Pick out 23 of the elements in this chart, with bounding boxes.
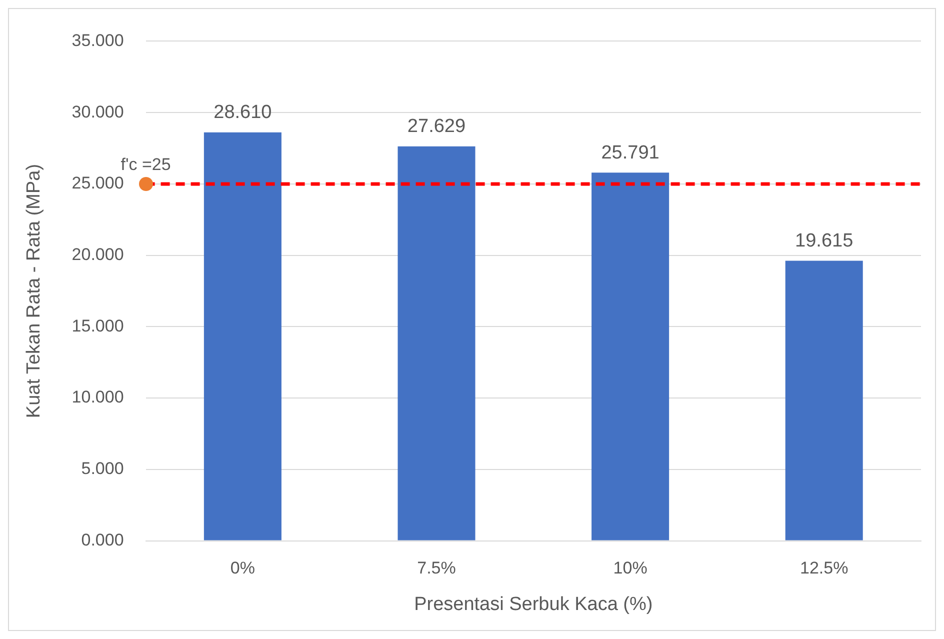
y-tick-label: 30.000 [72, 102, 124, 122]
data-label: 19.615 [795, 230, 854, 252]
x-tick-label: 12.5% [800, 558, 848, 578]
data-label: 27.629 [407, 116, 466, 138]
y-tick-label: 25.000 [72, 174, 124, 193]
x-tick-label: 7.5% [417, 558, 456, 578]
x-tick-label: 10% [613, 558, 648, 578]
y-tick-label: 15.000 [72, 316, 124, 336]
y-tick-label: 5.000 [81, 459, 124, 478]
x-axis-title: Presentasi Serbuk Kaca (%) [414, 594, 653, 615]
bar [592, 172, 670, 540]
y-axis-title: Kuat Tekan Rata - Rata (MPa) [24, 164, 45, 418]
y-tick-label: 35.000 [72, 30, 124, 50]
data-label: 25.791 [601, 142, 660, 164]
x-tick-label: 0% [230, 558, 255, 578]
bar [204, 132, 282, 540]
bar [398, 146, 476, 540]
y-tick-label: 20.000 [72, 245, 124, 264]
bar [785, 260, 863, 540]
ref-line-label: f'c =25 [120, 155, 171, 174]
y-tick-label: 0.000 [81, 530, 124, 550]
y-tick-label: 10.000 [72, 388, 124, 407]
data-label: 28.610 [214, 102, 272, 124]
